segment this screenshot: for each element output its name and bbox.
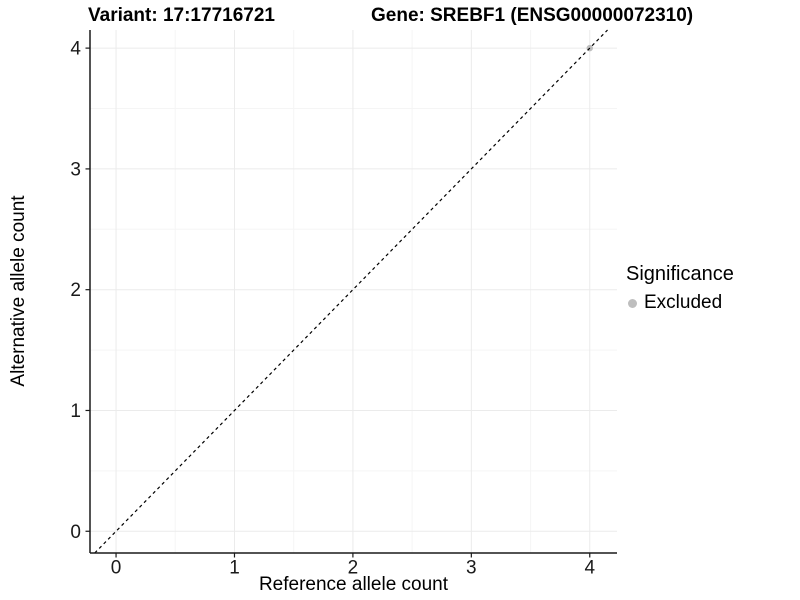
y-tick-label: 2 bbox=[70, 280, 81, 301]
plot-title-gene: Gene: SREBF1 (ENSG00000072310) bbox=[371, 5, 694, 26]
legend-title: Significance bbox=[626, 263, 734, 285]
y-tick-label: 0 bbox=[70, 522, 81, 543]
legend-item-excluded: Excluded bbox=[626, 292, 734, 314]
legend: Significance Excluded bbox=[626, 263, 734, 314]
y-tick-label: 4 bbox=[70, 39, 81, 60]
x-tick-label: 2 bbox=[348, 558, 359, 579]
legend-key-dot bbox=[628, 298, 637, 308]
y-axis-title: Alternative allele count bbox=[8, 195, 29, 387]
x-tick-label: 1 bbox=[229, 558, 240, 579]
plot-title-variant: Variant: 17:17716721 bbox=[88, 5, 275, 26]
x-tick-label: 4 bbox=[584, 558, 595, 579]
legend-item-label: Excluded bbox=[644, 292, 723, 313]
x-tick-label: 3 bbox=[466, 558, 477, 579]
y-tick-label: 3 bbox=[70, 159, 81, 180]
x-axis-title: Reference allele count bbox=[258, 574, 449, 595]
identity-dashed-line bbox=[94, 29, 608, 554]
x-tick-label: 0 bbox=[111, 558, 122, 579]
y-tick-label: 1 bbox=[70, 401, 81, 422]
